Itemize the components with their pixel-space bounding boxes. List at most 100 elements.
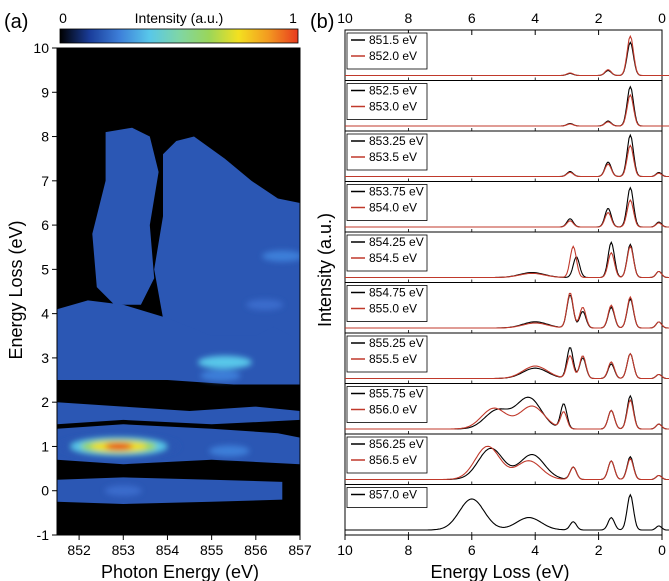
legend-box [346,32,428,70]
legend-label: 852.0 eV [369,49,417,63]
legend-label: 856.25 eV [369,437,424,451]
spectrum-legend: 855.75 eV 856.0 eV [346,386,428,423]
legend-label: 854.5 eV [369,251,417,265]
heatmap-ytick-label: 4 [41,306,49,322]
spectrum-panel: 857.0 eV [344,484,669,536]
intensity-hotspot [246,299,284,311]
legend-box [346,487,428,508]
spectrum-panel-frame [344,484,663,536]
legend-label: 851.5 eV [369,33,417,47]
heatmap-ytick-label: -1 [37,527,50,543]
heatmap-xtick-label: 856 [244,542,268,558]
spectrum-line [345,93,669,127]
heatmap-frame [56,47,301,536]
heatmap-ytick-label: 9 [41,84,49,100]
spectrum-line [345,445,669,481]
legend-label: 853.75 eV [369,185,424,199]
legend-label: 855.25 eV [369,336,424,350]
spectra-ylabel: Intensity (a.u.) [315,213,335,327]
heatmap-ytick-label: 6 [41,217,49,233]
spectrum-panel: 855.75 eV 856.0 eV [344,383,669,435]
heatmap [57,48,300,535]
spectrum-panel: 854.75 eV 855.0 eV [344,282,669,334]
spectra-bottom-tick-label: 8 [405,542,413,558]
panel-a-label: (a) [4,11,28,33]
legend-label: 855.75 eV [369,387,424,401]
intensity-hotspot [197,355,252,369]
heatmap-xtick-label: 854 [156,542,180,558]
spectrum-panel: 853.25 eV 853.5 eV [344,130,669,182]
legend-box [346,386,428,423]
legend-box [346,83,428,120]
intensity-region [92,127,159,305]
spectra-bottom-tick-label: 10 [337,542,353,558]
legend-label: 854.25 eV [369,235,424,249]
spectrum-panel: 853.75 eV 854.0 eV [344,181,669,233]
spectrum-line [345,352,669,380]
heatmap-ytick-label: 10 [33,40,49,56]
legend-label: 853.25 eV [369,134,424,148]
spectra-bottom-tick-label: 6 [468,542,476,558]
spectra-top-tick-label: 2 [595,10,603,26]
spectrum-line [345,292,669,329]
spectrum-line [345,199,669,228]
spectrum-legend: 854.75 eV 855.0 eV [346,285,428,322]
heatmap-ytick-label: 0 [41,483,49,499]
heatmap-ytick-label: 8 [41,129,49,145]
spectra-bottom-tick-label: 0 [658,542,666,558]
legend-box [346,335,428,373]
intensity-hotspot [104,485,142,497]
heatmap-xtick-label: 855 [200,542,224,558]
heatmap-ylabel: Energy Loss (eV) [6,220,26,359]
spectrum-legend: 855.25 eV 855.5 eV [346,335,428,373]
spectrum-panel: 855.25 eV 855.5 eV [344,332,669,384]
spectrum-legend: 852.5 eV 853.0 eV [346,83,428,120]
spectrum-panel: 854.25 eV 854.5 eV [344,231,669,283]
spectrum-legend: 853.75 eV 854.0 eV [346,184,428,221]
spectrum-legend: 851.5 eV 852.0 eV [346,32,428,70]
legend-label: 856.5 eV [369,453,417,467]
spectrum-line [345,398,669,430]
spectrum-panel: 851.5 eV 852.0 eV [344,29,669,81]
spectrum-legend: 853.25 eV 853.5 eV [346,133,428,171]
legend-label: 852.5 eV [369,84,417,98]
panel-b-label: (b) [310,11,334,33]
spectra-xlabel: Energy Loss (eV) [430,562,569,581]
legend-label: 856.0 eV [369,403,417,417]
legend-label: 857.0 eV [369,488,417,502]
spectra-bottom-tick-label: 4 [531,542,539,558]
legend-label: 855.0 eV [369,302,417,316]
legend-label: 853.0 eV [369,100,417,114]
spectrum-line [345,493,669,531]
heatmap-ytick-label: 3 [41,350,49,366]
colorbar-min-label: 0 [59,10,67,26]
spectrum-line [345,144,669,178]
spectrum-line [345,245,669,279]
spectrum-legend: 857.0 eV [346,487,428,508]
spectrum-line [345,34,669,77]
spectra-bottom-tick-label: 2 [595,542,603,558]
legend-box [346,184,428,221]
legend-box [346,234,428,272]
heatmap-ytick-label: 2 [41,394,49,410]
legend-box [346,133,428,171]
heatmap-xtick-label: 853 [112,542,136,558]
spectra-top-tick-label: 0 [658,10,666,26]
spectra-top-tick-label: 4 [531,10,539,26]
spectrum-panel: 856.25 eV 856.5 eV [344,433,669,485]
intensity-hotspot [200,370,241,382]
legend-label: 854.75 eV [369,286,424,300]
heatmap-xtick-label: 857 [288,542,312,558]
spectra-top-tick-label: 10 [337,10,353,26]
intensity-region [57,477,283,504]
spectrum-panel: 852.5 eV 853.0 eV [344,80,669,132]
legend-label: 855.5 eV [369,352,417,366]
heatmap-ytick-label: 5 [41,261,49,277]
colorbar-label: Intensity (a.u.) [135,10,224,26]
colorbar-max-label: 1 [289,10,297,26]
intensity-hotspot [209,445,250,457]
intensity-region [154,136,300,345]
heatmap-xtick-label: 852 [67,542,91,558]
spectrum-legend: 856.25 eV 856.5 eV [346,436,428,474]
